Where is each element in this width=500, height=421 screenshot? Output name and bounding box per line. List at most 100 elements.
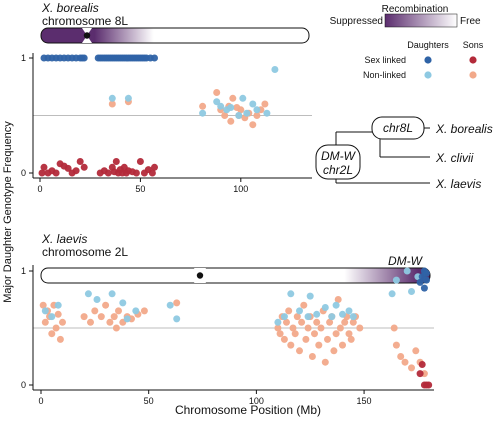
bottom-point-nonlinked-sons [52, 324, 60, 332]
top-point-sex-sons [132, 169, 140, 177]
bottom-point-nonlinked-sons [392, 341, 400, 349]
top-point-nonlinked-sons [221, 112, 229, 119]
top-axis-ticks: 0 50 100 0 1 [21, 53, 248, 194]
bottom-plot-area: 0 50 100 150 0 1 [21, 265, 434, 406]
bottom-point-nonlinked-sons [347, 335, 355, 343]
bottom-point-sex-daughters [416, 278, 424, 286]
bottom-point-nonlinked-daughters [296, 307, 303, 315]
bottom-point-sex-sons [425, 381, 433, 389]
bottom-point-nonlinked-daughters [321, 304, 329, 311]
top-data-points [38, 54, 279, 177]
bottom-point-nonlinked-sons [280, 335, 288, 343]
bottom-point-nonlinked-daughters [41, 307, 49, 315]
bottom-point-nonlinked-daughters [287, 290, 295, 298]
bottom-point-nonlinked-daughters [119, 299, 127, 307]
bottom-x-tick-label: 0 [38, 396, 43, 406]
bottom-x-tick-label: 100 [249, 396, 264, 406]
legend-swatch-nonlinked-sons [469, 71, 477, 79]
bottom-point-nonlinked-sons [308, 353, 316, 360]
tree-tip-laevis: X. laevis [435, 177, 481, 191]
bottom-point-nonlinked-sons [326, 318, 334, 326]
legend-recombination-title: Recombination [382, 4, 449, 15]
phylogeny: chr8L DM-W chr2L X. borealis X. clivii X… [315, 116, 493, 191]
bottom-point-nonlinked-sons [291, 330, 299, 338]
bottom-point-nonlinked-daughters [48, 313, 56, 321]
bottom-point-nonlinked-sons [56, 335, 64, 343]
legend-free-label: Free [460, 16, 481, 27]
bottom-point-nonlinked-sons [102, 301, 110, 309]
bottom-point-nonlinked-daughters [349, 313, 357, 321]
bottom-point-nonlinked-sons [324, 335, 331, 343]
top-species-label: X. borealis [41, 1, 99, 15]
tree-tip-clivii: X. clivii [435, 151, 474, 165]
top-point-nonlinked-daughters [243, 109, 251, 117]
bottom-point-nonlinked-sons [302, 335, 310, 343]
bottom-point-nonlinked-daughters [93, 296, 101, 303]
bottom-point-nonlinked-daughters [166, 301, 174, 309]
bottom-centromere [196, 272, 204, 279]
bottom-centromere-notch-lower [194, 275, 206, 283]
top-y-tick-label: 0 [21, 168, 26, 178]
bottom-point-nonlinked-sons [390, 324, 398, 332]
bottom-point-nonlinked-daughters [132, 307, 140, 315]
bottom-point-nonlinked-sons [293, 313, 301, 321]
top-point-sex-sons [52, 169, 60, 177]
bottom-point-nonlinked-sons [110, 313, 118, 321]
bottom-point-nonlinked-sons [334, 296, 342, 303]
top-point-sex-sons [76, 158, 84, 165]
bottom-point-nonlinked-sons [313, 318, 321, 326]
bottom-point-nonlinked-sons [140, 307, 148, 315]
bottom-point-nonlinked-sons [330, 347, 338, 355]
bottom-region-label: DM-W [388, 254, 424, 268]
bottom-point-nonlinked-sons [48, 330, 56, 338]
top-point-sex-sons [112, 158, 120, 165]
bottom-point-nonlinked-sons [274, 324, 282, 332]
bottom-centromere-notch-upper [194, 268, 206, 276]
bottom-point-nonlinked-sons [317, 324, 325, 332]
bottom-point-nonlinked-daughters [332, 301, 340, 309]
bottom-point-nonlinked-daughters [392, 276, 400, 284]
bottom-point-nonlinked-daughters [123, 315, 131, 323]
bottom-point-sex-daughters [423, 276, 430, 284]
bottom-point-nonlinked-daughters [280, 313, 288, 321]
bottom-point-nonlinked-sons [408, 364, 415, 372]
top-point-nonlinked-sons [227, 117, 235, 125]
bottom-axis-ticks: 0 50 100 150 0 1 [21, 266, 372, 406]
top-point-nonlinked-sons [229, 94, 237, 102]
bottom-point-nonlinked-daughters [403, 267, 411, 275]
bottom-point-nonlinked-sons [289, 324, 297, 332]
bottom-point-nonlinked-sons [39, 301, 47, 309]
top-point-nonlinked-daughters [199, 109, 207, 117]
top-point-nonlinked-daughters [227, 104, 235, 111]
top-point-nonlinked-sons [261, 100, 269, 108]
top-centromere [83, 32, 91, 39]
top-y-tick-label: 1 [21, 53, 26, 63]
bottom-point-sex-sons [416, 370, 424, 378]
top-centromere-notch-upper [82, 28, 92, 36]
top-point-sex-sons [148, 169, 156, 177]
top-point-sex-sons [136, 158, 144, 165]
top-point-sex-sons [80, 163, 88, 171]
bottom-point-nonlinked-sons [91, 307, 99, 315]
top-point-sex-sons [40, 163, 48, 171]
top-plot-area: 0 50 100 0 1 [21, 53, 312, 194]
bottom-point-nonlinked-sons [339, 341, 346, 349]
tree-node-root-label-2: chr2L [323, 163, 353, 177]
bottom-point-nonlinked-sons [276, 330, 284, 338]
x-axis-label: Chromosome Position (Mb) [175, 403, 321, 417]
legend-row-sex-linked: Sex linked [364, 55, 406, 65]
bottom-point-nonlinked-daughters [274, 318, 282, 326]
top-point-sex-sons [64, 164, 72, 172]
top-point-sex-sons [104, 169, 112, 177]
bottom-point-nonlinked-sons [345, 330, 353, 338]
bottom-point-nonlinked-sons [106, 318, 114, 326]
bottom-point-nonlinked-sons [298, 318, 306, 326]
legend-suppressed-label: Suppressed [330, 16, 383, 27]
bottom-point-nonlinked-daughters [408, 288, 415, 295]
bottom-x-tick-label: 50 [144, 396, 154, 406]
bottom-point-nonlinked-sons [321, 358, 329, 366]
tree-node-root [315, 144, 361, 180]
bottom-point-nonlinked-daughters [54, 301, 62, 309]
top-x-tick-label: 100 [233, 184, 248, 194]
